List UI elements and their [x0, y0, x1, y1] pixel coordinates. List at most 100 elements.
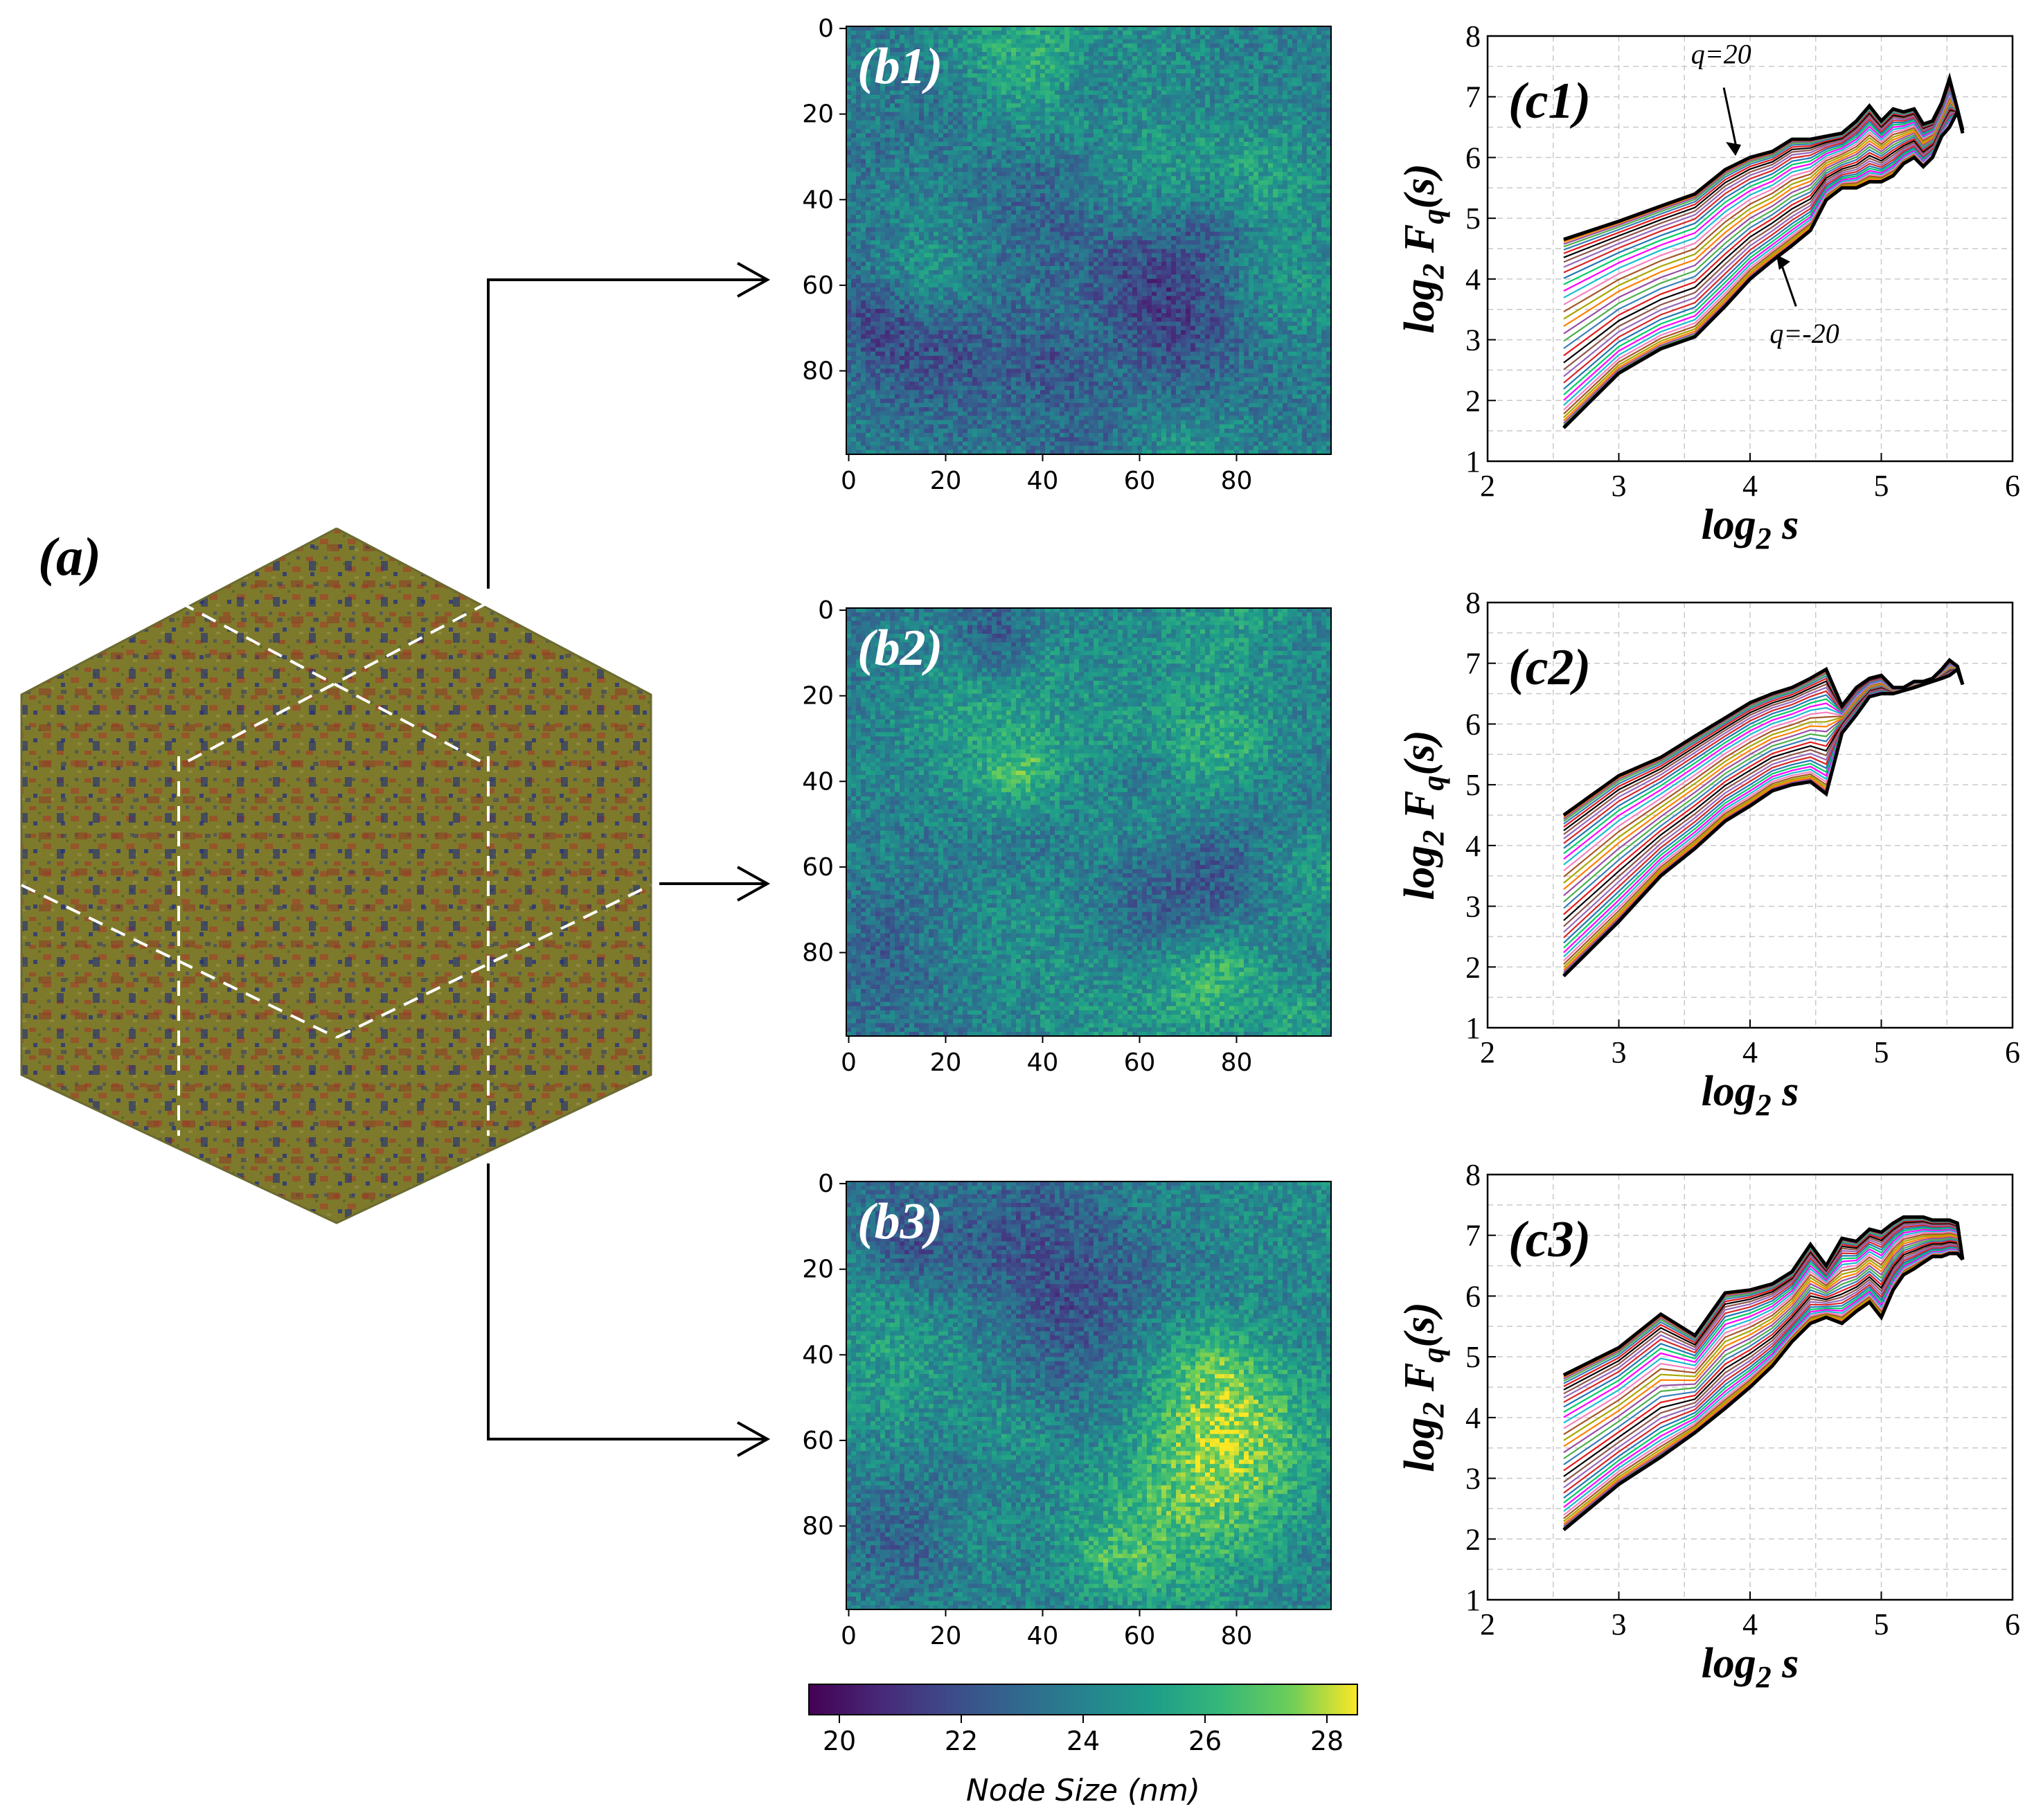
y-tick-label: 8 [1465, 1158, 1481, 1192]
annotation-q-min: q=-20 [1769, 318, 1839, 349]
x-tick-label: 5 [1874, 1035, 1889, 1069]
q-curve [1564, 111, 1963, 376]
y-tick-label: 20 [802, 682, 834, 711]
x-tick-label: 80 [1221, 1049, 1253, 1077]
y-tick-label: 40 [802, 767, 834, 796]
y-tick-label: 40 [802, 186, 834, 214]
annotation-q-max: q=20 [1691, 38, 1751, 69]
y-tick-label: 6 [1465, 141, 1481, 175]
annotation-arrowhead [1726, 142, 1741, 156]
colorbar-tick-label: 20 [823, 1726, 856, 1756]
x-tick-label: 20 [930, 467, 962, 495]
y-tick-label: 1 [1465, 1011, 1481, 1045]
y-tick-label: 4 [1465, 1401, 1481, 1435]
x-tick-label: 3 [1612, 1035, 1627, 1069]
y-tick-label: 80 [802, 1512, 834, 1540]
y-tick-label: 60 [802, 853, 834, 882]
x-tick-label: 4 [1742, 1035, 1758, 1069]
x-tick-label: 60 [1124, 1049, 1156, 1077]
x-tick-label: 3 [1612, 469, 1627, 503]
colorbar-tick-label: 24 [1067, 1726, 1100, 1756]
q-curves [1564, 78, 1963, 427]
y-tick-label: 60 [802, 1427, 834, 1455]
y-tick-label: 1 [1465, 1583, 1481, 1617]
y-axis-label: log2 Fq(s) [1396, 1302, 1450, 1472]
y-tick-label: 4 [1465, 829, 1481, 863]
colorbar-tick-label: 26 [1188, 1726, 1222, 1756]
y-tick-label: 1 [1465, 445, 1481, 479]
x-tick-label: 0 [841, 1622, 857, 1650]
y-tick-label: 40 [802, 1341, 834, 1369]
q-curves [1564, 660, 1963, 976]
x-axis-label: log2 s [1702, 1640, 1799, 1694]
q-curve [1564, 669, 1963, 964]
heatmap-2: 0 20 40 60 80 0 20 40 60 80 (b2) [802, 596, 1331, 1077]
y-tick-label: 5 [1465, 1340, 1481, 1374]
x-axis-label: log2 s [1702, 1068, 1799, 1122]
q-curve [1564, 111, 1963, 383]
q-curves [1564, 1217, 1963, 1530]
y-tick-label: 3 [1465, 890, 1481, 924]
x-tick-label: 6 [2005, 1035, 2020, 1069]
x-tick-label: 3 [1612, 1607, 1627, 1641]
y-tick-label: 0 [818, 15, 834, 43]
y-tick-label: 6 [1465, 707, 1481, 741]
y-tick-label: 4 [1465, 262, 1481, 296]
y-tick-label: 5 [1465, 202, 1481, 235]
y-tick-label: 2 [1465, 950, 1481, 984]
arrow-top [488, 280, 767, 589]
x-tick-label: 2 [1480, 1035, 1495, 1069]
y-tick-label: 2 [1465, 384, 1481, 418]
x-tick-label: 5 [1874, 469, 1889, 503]
y-tick-label: 20 [802, 100, 834, 129]
x-tick-label: 80 [1221, 467, 1253, 495]
x-tick-label: 40 [1027, 467, 1059, 495]
y-tick-label: 0 [818, 1170, 834, 1198]
y-tick-label: 80 [802, 357, 834, 385]
y-axis-label: log2 Fq(s) [1396, 730, 1450, 900]
colorbar: 20 22 24 26 28 Node Size (nm) [809, 1684, 1357, 1808]
x-tick-label: 40 [1027, 1049, 1059, 1077]
x-tick-label: 0 [841, 1049, 857, 1077]
panel-a-cube: (a) [21, 526, 651, 1223]
colorbar-gradient [809, 1684, 1357, 1715]
x-tick-label: 20 [930, 1622, 962, 1650]
x-tick-label: 0 [841, 467, 857, 495]
q-curve [1564, 668, 1963, 932]
y-tick-label: 80 [802, 938, 834, 967]
x-tick-label: 20 [930, 1049, 962, 1077]
x-tick-label: 2 [1480, 1607, 1495, 1641]
y-tick-label: 8 [1465, 586, 1481, 620]
line-panel-label: (c3) [1508, 1211, 1591, 1268]
panel-a-label: (a) [38, 526, 101, 587]
x-tick-label: 4 [1742, 469, 1758, 503]
x-tick-label: 60 [1124, 467, 1156, 495]
y-tick-label: 7 [1465, 80, 1481, 114]
colorbar-ticks: 20 22 24 26 28 [823, 1715, 1344, 1756]
heatmap-panel-label: (b2) [857, 620, 943, 677]
x-tick-label: 2 [1480, 469, 1495, 503]
y-tick-label: 60 [802, 271, 834, 300]
heatmap-panel-label: (b3) [857, 1193, 943, 1250]
y-tick-label: 2 [1465, 1522, 1481, 1556]
colorbar-label: Node Size (nm) [966, 1773, 1200, 1808]
y-tick-label: 0 [818, 596, 834, 625]
y-axis-label: log2 Fq(s) [1396, 163, 1450, 334]
line-panel-label: (c2) [1508, 639, 1591, 696]
x-tick-label: 60 [1124, 1622, 1156, 1650]
x-tick-label: 4 [1742, 1607, 1758, 1641]
x-tick-label: 6 [2005, 1607, 2020, 1641]
y-tick-label: 6 [1465, 1279, 1481, 1313]
q-curve [1564, 665, 1963, 865]
y-tick-label: 8 [1465, 19, 1481, 53]
x-axis-label: log2 s [1702, 501, 1799, 555]
x-tick-label: 40 [1027, 1622, 1059, 1650]
colorbar-tick-label: 22 [945, 1726, 978, 1756]
figure: (a) 0 20 40 60 80020406080(b1)0 20 40 60 8002040… [0, 0, 2034, 1820]
